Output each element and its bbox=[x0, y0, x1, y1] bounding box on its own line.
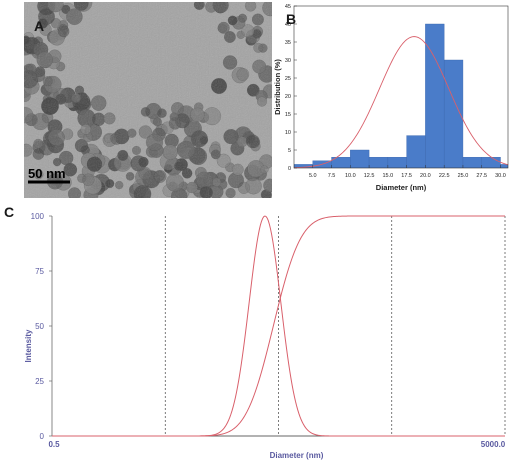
y-tick-label: 50 bbox=[35, 322, 44, 331]
y-tick-label: 100 bbox=[31, 212, 45, 221]
y-tick-label: 5 bbox=[288, 148, 291, 154]
y-tick-label: 35 bbox=[285, 40, 291, 46]
x-tick-label: 5.0 bbox=[309, 173, 317, 179]
y-axis-label: Distribution (%) bbox=[273, 59, 282, 115]
x-tick-label: 0.5 bbox=[48, 440, 60, 449]
histogram-bar bbox=[387, 156, 407, 168]
x-tick-label: 30.0 bbox=[495, 173, 506, 179]
y-tick-label: 15 bbox=[285, 112, 291, 118]
x-axis-label: Diameter (nm) bbox=[376, 183, 427, 192]
x-axis-label: Diameter (nm) bbox=[270, 451, 324, 460]
y-tick-label: 40 bbox=[285, 22, 291, 28]
x-tick-label: 25.0 bbox=[458, 173, 469, 179]
plot-frame bbox=[293, 5, 509, 169]
micrograph-image: 50 nm bbox=[24, 2, 272, 198]
size-distribution-chart: B 0 5 10 15 20 25 30 35 40 45 5.0 7.5 10.0 12.5 15.0 17… bbox=[272, 0, 512, 200]
y-tick-label: 10 bbox=[285, 130, 291, 136]
histogram-bar bbox=[406, 135, 426, 168]
histogram-svg: 0 5 10 15 20 25 30 35 40 45 5.0 7.5 10.0 12.5 15.0 17.5… bbox=[273, 4, 509, 192]
y-tick-label: 25 bbox=[285, 76, 291, 82]
x-tick-label: 5000.0 bbox=[481, 440, 506, 449]
histogram-bar bbox=[368, 156, 389, 168]
histogram-bar bbox=[350, 149, 370, 168]
histogram-bar bbox=[462, 156, 482, 168]
y-tick-label: 30 bbox=[285, 58, 291, 64]
scale-bar-label: 50 nm bbox=[28, 166, 66, 181]
intensity-distribution-chart: C 0 25 50 75 100 0.5 5000.0 Diameter (nm) Intens… bbox=[0, 200, 512, 464]
gaussian-fit-curve bbox=[293, 36, 509, 169]
micrograph-grain bbox=[24, 2, 272, 198]
tem-micrograph: 50 nm A bbox=[24, 2, 272, 198]
x-tick-label: 10.0 bbox=[345, 173, 356, 179]
y-tick-label: 45 bbox=[285, 4, 291, 10]
x-tick-label: 7.5 bbox=[328, 173, 336, 179]
x-tick-label: 17.5 bbox=[401, 173, 412, 179]
y-axis-label: Intensity bbox=[24, 329, 33, 362]
panel-a-letter: A bbox=[34, 18, 45, 34]
x-tick-label: 27.5 bbox=[476, 173, 487, 179]
y-tick-label: 75 bbox=[35, 267, 44, 276]
y-tick-label: 0 bbox=[40, 432, 45, 441]
x-tick-label: 15.0 bbox=[383, 173, 394, 179]
y-tick-label: 20 bbox=[285, 94, 291, 100]
intensity-svg: 0 25 50 75 100 0.5 5000.0 Diameter (nm) Intensit… bbox=[24, 212, 506, 460]
histogram-bar bbox=[481, 156, 501, 168]
y-tick-label: 25 bbox=[35, 377, 44, 386]
histogram-bar bbox=[425, 23, 445, 168]
x-tick-label: 20.0 bbox=[420, 173, 431, 179]
x-tick-label: 12.5 bbox=[364, 173, 375, 179]
x-tick-label: 22.5 bbox=[439, 173, 450, 179]
cumulative-intensity-curve bbox=[52, 215, 505, 437]
y-tick-label: 0 bbox=[288, 166, 291, 172]
panel-b-letter: B bbox=[286, 11, 297, 27]
histogram-bar bbox=[500, 164, 508, 168]
panel-c-letter: C bbox=[4, 204, 15, 220]
bars-group bbox=[294, 23, 508, 168]
histogram-bar bbox=[443, 59, 464, 168]
